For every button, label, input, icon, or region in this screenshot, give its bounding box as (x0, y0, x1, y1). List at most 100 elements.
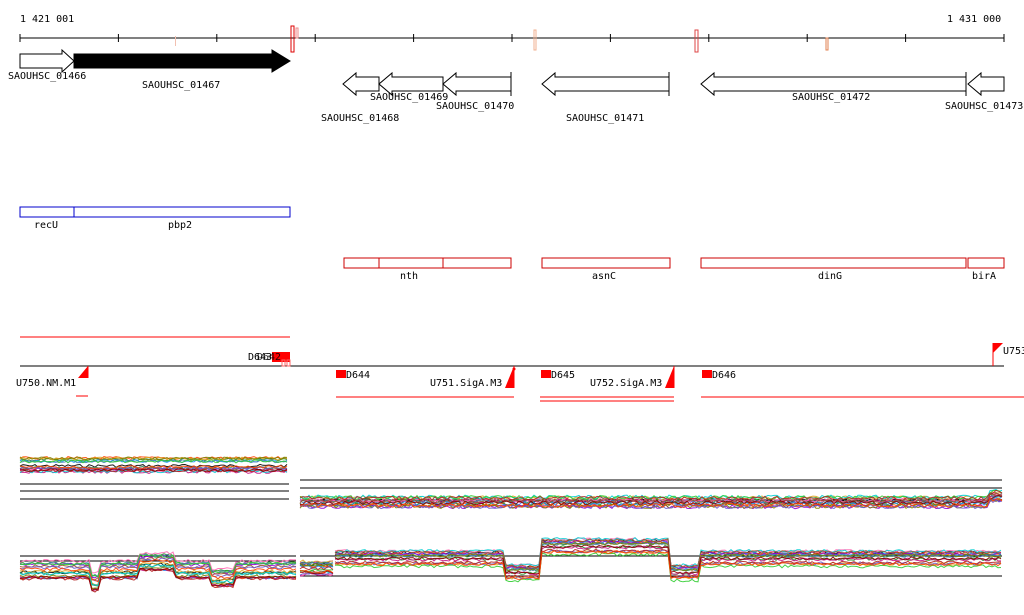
expression-profile-line (334, 552, 1002, 583)
promoter-label-u753: U753 (1003, 346, 1024, 357)
expression-profile-line (299, 562, 334, 567)
expression-profile-line (19, 466, 288, 471)
expression-profile-line (19, 553, 297, 578)
expression-profile-line (19, 465, 288, 469)
coordinate-ruler: 1 421 001 1 431 000 (19, 14, 1005, 53)
gene-label: SAOUHSC_01470 (436, 101, 514, 112)
expression-profile-line (299, 488, 1003, 500)
gene-arrow[interactable] (378, 71, 444, 97)
promoter-label-u752: U752.SigA.M3 (590, 378, 662, 389)
promoter-flag-u753[interactable] (993, 343, 1003, 353)
expression-profile-line (299, 569, 334, 574)
gene-arrow[interactable] (541, 71, 670, 97)
operon-label-recu: recU (34, 220, 58, 231)
expression-profile-line (299, 570, 334, 575)
tu-label-d642: D642 (257, 352, 281, 363)
expression-profile-line (299, 566, 334, 571)
operon-track-forward[interactable]: recU pbp2 (19, 206, 291, 231)
tu-marker-d643[interactable] (272, 352, 290, 362)
promoter-flag-u750[interactable] (78, 366, 88, 378)
ruler-end-label: 1 431 000 (947, 14, 1001, 25)
expression-profile-line (299, 496, 1003, 508)
ruler-marker (290, 25, 295, 53)
expression-profile-line (334, 538, 1002, 569)
gene-arrow[interactable] (967, 71, 1005, 97)
expression-profile-line (19, 553, 297, 578)
operon-label-bira: birA (972, 271, 996, 282)
gene-saouhsc-01469[interactable]: SAOUHSC_01469 (370, 71, 448, 103)
expression-profile-line (19, 566, 297, 590)
tu-marker-d644[interactable] (336, 370, 346, 378)
ruler-marker (175, 36, 176, 46)
promoter-flag-u752[interactable] (665, 366, 674, 388)
ruler-marker (295, 27, 299, 39)
operon-track-reverse[interactable]: nth asnC dinG birA (343, 257, 1005, 282)
gene-label: SAOUHSC_01471 (566, 113, 644, 124)
ruler-marker (694, 29, 699, 53)
expression-track-forward[interactable] (19, 456, 1003, 510)
operon-box-nth[interactable] (343, 257, 512, 269)
expression-profile-line (19, 563, 297, 587)
gene-saouhsc-01473[interactable]: SAOUHSC_01473 (945, 71, 1023, 112)
gene-label: SAOUHSC_01473 (945, 101, 1023, 112)
gene-saouhsc-01470[interactable]: SAOUHSC_01470 (436, 71, 514, 112)
expression-profile-line (19, 551, 296, 574)
gene-label: SAOUHSC_01469 (370, 92, 448, 103)
expression-profile-line (299, 489, 1003, 501)
expression-profile-line (19, 559, 297, 583)
expression-profile-line (19, 562, 297, 586)
ruler-marker (825, 37, 829, 51)
expression-profile-line (19, 459, 288, 464)
expression-profile-line (19, 554, 297, 579)
expression-profile-line (19, 468, 288, 473)
expression-profile-line (299, 571, 334, 576)
tu-label-d643: D643 (248, 352, 272, 363)
tu-label-d646: D646 (712, 370, 736, 381)
gene-arrow[interactable] (73, 49, 291, 73)
ruler-ticks (19, 34, 1005, 42)
operon-label-asnc: asnC (592, 271, 616, 282)
ruler-start-label: 1 421 001 (20, 14, 74, 25)
operon-box-asnc[interactable] (541, 257, 671, 269)
gene-saouhsc-01468[interactable]: SAOUHSC_01468 (321, 71, 399, 124)
gene-saouhsc-01471[interactable]: SAOUHSC_01471 (541, 71, 670, 124)
tu-label-d644: D644 (346, 370, 370, 381)
operon-label-pbp2: pbp2 (168, 220, 192, 231)
expression-profile-line (299, 498, 1003, 510)
gene-track[interactable]: SAOUHSC_01466 SAOUHSC_01467 SAOUHSC_0146… (8, 48, 1023, 124)
expression-profile-line (19, 556, 297, 581)
ruler-marker (533, 29, 537, 51)
gene-saouhsc-01466[interactable]: SAOUHSC_01466 (8, 48, 86, 82)
gene-saouhsc-01472[interactable]: SAOUHSC_01472 (700, 71, 967, 103)
expression-profile-line (19, 456, 288, 461)
tu-label-d645: D645 (551, 370, 575, 381)
gene-label: SAOUHSC_01472 (792, 92, 870, 103)
expression-track-reverse[interactable] (19, 537, 1002, 593)
expression-profile-line (19, 567, 297, 592)
gene-label: SAOUHSC_01468 (321, 113, 399, 124)
promoter-flag-u751[interactable] (505, 366, 514, 388)
operon-box-bira[interactable] (967, 257, 1005, 269)
operon-box-ding[interactable] (700, 257, 967, 269)
operon-box-pbp2[interactable] (73, 206, 291, 218)
tu-marker-d645[interactable] (541, 370, 551, 378)
operon-box-recu[interactable] (19, 206, 75, 218)
promoter-label-u751: U751.SigA.M3 (430, 378, 502, 389)
tu-marker-d646[interactable] (702, 370, 712, 378)
expression-profile-line (334, 550, 1002, 580)
expression-profile-line (299, 494, 1003, 506)
gene-arrow[interactable] (342, 71, 380, 97)
gene-label: SAOUHSC_01467 (142, 80, 220, 91)
operon-label-ding: dinG (818, 271, 842, 282)
expression-profile-line (334, 544, 1002, 575)
gene-saouhsc-01467[interactable]: SAOUHSC_01467 (73, 49, 291, 91)
gene-arrow[interactable] (700, 71, 967, 97)
promoter-label-u750: U750.NM.M1 (16, 378, 76, 389)
gene-arrow[interactable] (442, 71, 512, 97)
gene-label: SAOUHSC_01466 (8, 71, 86, 82)
operon-label-nth: nth (400, 271, 418, 282)
transcription-track[interactable]: D643 D642 U750.NM.M1 D644 U751.SigA.M3 D… (16, 336, 1024, 402)
gene-arrow[interactable] (19, 48, 75, 74)
